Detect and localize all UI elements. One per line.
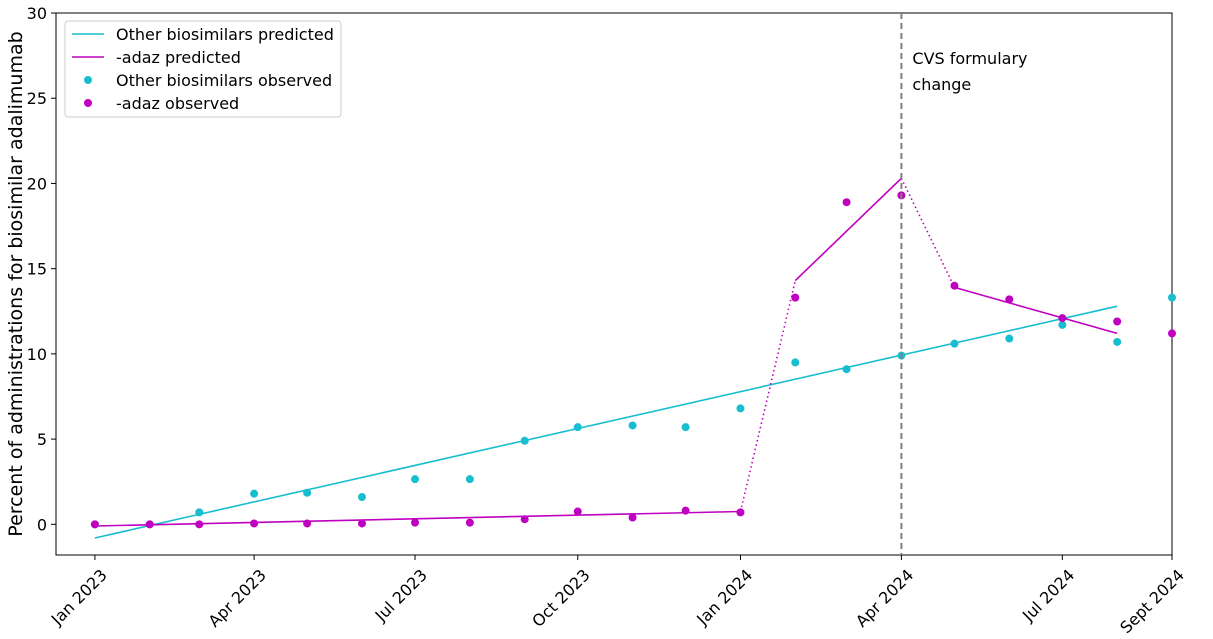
observed-point (1058, 320, 1067, 329)
observed-point (520, 515, 529, 524)
observed-point (1058, 314, 1067, 323)
series-layer (90, 177, 1176, 539)
observed-point (90, 520, 99, 529)
observed-point (411, 475, 420, 484)
predicted-line-segment (794, 177, 902, 282)
observed-point (736, 508, 745, 517)
observed-point (573, 423, 582, 432)
observed-point (628, 421, 637, 430)
observed-point (736, 404, 745, 413)
predicted-line-segment (900, 177, 956, 288)
reference-line-label: change (912, 75, 971, 94)
observed-point (791, 358, 800, 367)
observed-point (357, 519, 366, 528)
observed-point (1113, 317, 1122, 326)
observed-point (303, 519, 312, 528)
x-tick-label: Apr 2024 (852, 565, 917, 630)
predicted-line-segment (739, 280, 797, 512)
x-tick-label: Apr 2023 (205, 565, 270, 630)
observed-point (681, 506, 690, 515)
y-tick-label: 5 (37, 430, 47, 449)
observed-point (1168, 329, 1176, 338)
observed-point (465, 475, 474, 484)
y-tick-label: 10 (27, 345, 47, 364)
observed-point (411, 518, 420, 527)
legend-label: -adaz observed (116, 94, 239, 113)
y-tick-label: 0 (37, 515, 47, 534)
observed-point (573, 507, 582, 516)
y-tick-label: 15 (27, 260, 47, 279)
observed-point (250, 489, 259, 498)
observed-point (1005, 295, 1014, 304)
annotations: CVS formulary change (900, 13, 1028, 555)
observed-point (628, 513, 637, 522)
legend-box (64, 20, 342, 118)
legend-label: -adaz predicted (116, 48, 241, 67)
legend-label: Other biosimilars observed (116, 71, 332, 90)
observed-point (842, 198, 851, 207)
observed-point (950, 281, 959, 290)
plot-frame (55, 12, 1173, 556)
observed-point (842, 365, 851, 374)
x-tick-label: Oct 2023 (528, 565, 593, 630)
observed-point (1113, 337, 1122, 346)
x-tick-label: Jul 2024 (1018, 565, 1078, 625)
predicted-line-segment (954, 286, 1118, 335)
observed-point (1168, 293, 1176, 302)
x-tick-label: Jul 2023 (371, 565, 431, 625)
x-tick-label: Jan 2024 (692, 565, 756, 629)
predicted-line-segment (94, 305, 1118, 539)
y-tick-label: 20 (27, 174, 47, 193)
observed-point (195, 520, 204, 529)
observed-point (357, 493, 366, 502)
x-tick-label: Sept 2024 (1116, 565, 1188, 637)
y-axis-label: Percent of administrations for biosimila… (5, 31, 27, 536)
observed-point (195, 508, 204, 517)
observed-point (465, 518, 474, 527)
legend: Other biosimilars predicted -adaz predict… (64, 20, 342, 118)
legend-marker-swatch (84, 99, 92, 107)
observed-point (1005, 334, 1014, 343)
x-tick-label: Jan 2023 (47, 565, 111, 629)
reference-line-label: CVS formulary (912, 49, 1027, 68)
observed-point (303, 488, 312, 497)
observed-point (520, 436, 529, 445)
observed-point (250, 519, 259, 528)
y-tick-label: 25 (27, 89, 47, 108)
observed-point (145, 520, 154, 529)
legend-marker-swatch (84, 76, 92, 84)
y-tick-label: 30 (27, 4, 47, 23)
legend-label: Other biosimilars predicted (116, 25, 334, 44)
observed-point (950, 339, 959, 348)
observed-point (791, 293, 800, 302)
observed-point (681, 423, 690, 432)
